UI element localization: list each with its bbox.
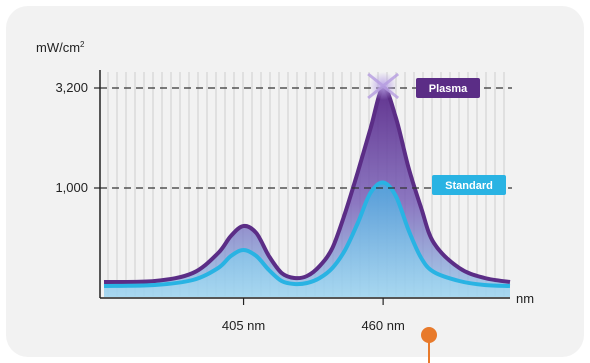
x-tick-group: 405 nm 460 nm [222, 298, 405, 333]
y-tick-label: 3,200 [55, 80, 88, 95]
legend-standard-swatch [432, 175, 506, 195]
x-tick-label: 405 nm [222, 318, 265, 333]
plasma-series-line [103, 86, 511, 284]
y-tick-label: 1,000 [55, 180, 88, 195]
legend-plasma-label: Plasma [429, 83, 468, 95]
standard-series-line [103, 180, 511, 288]
peak-sparkle-icon [367, 72, 400, 100]
legend-plasma-swatch [416, 78, 480, 98]
x-axis-unit: nm [516, 291, 534, 306]
y-axis-unit: mW/cm2 [36, 40, 85, 55]
x-tick-label: 460 nm [361, 318, 404, 333]
indicator-pin-icon [421, 327, 437, 363]
legend-standard-label: Standard [445, 180, 493, 192]
standard-area [104, 182, 510, 297]
y-tick-group: 3,200 1,000 [55, 80, 512, 195]
legend-plasma: Plasma [416, 78, 480, 98]
legend-standard: Standard [432, 175, 506, 195]
